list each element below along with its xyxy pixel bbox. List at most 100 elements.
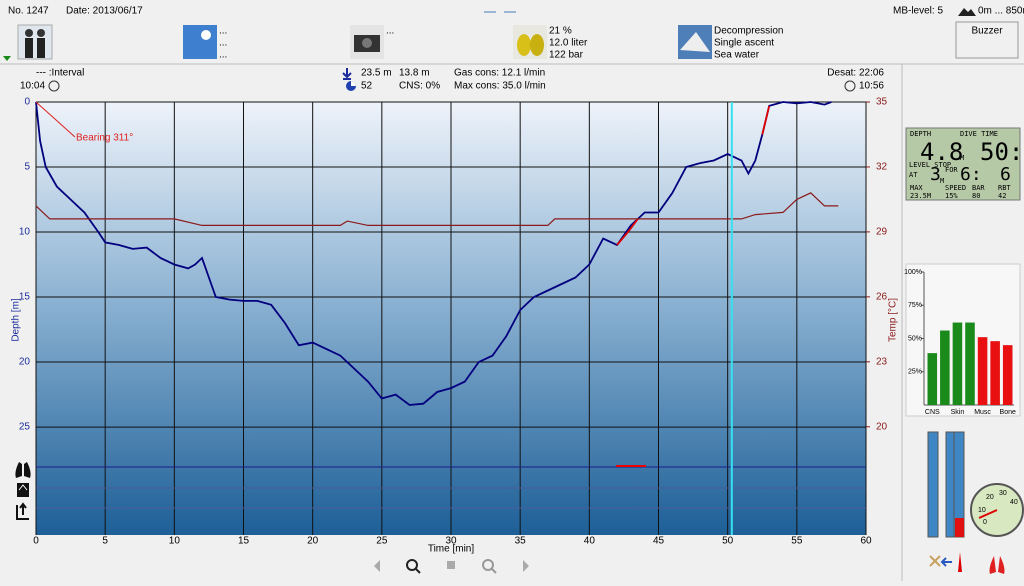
x-tick-label: 30 xyxy=(445,536,457,547)
lcd-label: FOR xyxy=(945,166,958,174)
gas-volume: 12.0 liter xyxy=(549,38,588,49)
gauges: 0 10 20 30 40 xyxy=(927,431,1024,574)
annotation: Bearing 311° xyxy=(76,133,133,144)
y-axis-title: Depth [m] xyxy=(11,298,22,342)
x-tick-label: 50 xyxy=(722,536,734,547)
lcd-bar: 80 xyxy=(972,192,980,200)
y-tick-label: 5 xyxy=(24,162,30,173)
weather-2: ... xyxy=(219,38,227,49)
bar xyxy=(965,322,975,405)
lcd-label: BAR xyxy=(972,184,985,192)
lcd-stop-depth: 3 xyxy=(930,164,941,185)
lcd-label: DEPTH xyxy=(910,130,931,138)
lcd-label: LEVEL STOP xyxy=(909,161,951,169)
mb-level: MB-level: 5 xyxy=(893,6,943,17)
lcd-unit: M xyxy=(960,154,964,162)
lcd-label: RBT xyxy=(998,184,1011,192)
y-tick-label: 100% xyxy=(904,269,922,276)
lcd-label: AT xyxy=(909,171,918,179)
data-line xyxy=(761,105,771,135)
y2-axis-title: Temp [°C] xyxy=(888,298,899,342)
gauge-label: 40 xyxy=(1010,499,1018,506)
lcd-depth: 4.8 xyxy=(920,138,963,166)
divers-icon[interactable] xyxy=(17,24,53,60)
lcd-max: 23.5M xyxy=(910,192,931,200)
dive-number: No. 1247 xyxy=(8,6,49,17)
x-axis-title: Time [min] xyxy=(428,544,475,555)
buzzer-button[interactable] xyxy=(955,21,1019,59)
max-depth: 23.5 m xyxy=(361,68,392,79)
bar xyxy=(977,337,988,405)
lcd-stop-time: 6: xyxy=(960,164,982,185)
weather-1: ... xyxy=(219,26,227,37)
y-tick-label: 25% xyxy=(908,369,922,376)
bar xyxy=(1002,345,1013,405)
x-tick-label: Skin xyxy=(951,409,965,416)
bar xyxy=(940,330,950,405)
gauge-label: 30 xyxy=(999,490,1007,497)
annotation-line xyxy=(35,101,76,138)
lcd-rbt: 42 xyxy=(998,192,1006,200)
lcd-label: DIVE TIME xyxy=(960,130,998,138)
entry-time: 10:04 xyxy=(20,81,45,92)
dive-date: Date: 2013/06/17 xyxy=(66,6,143,17)
x-tick-label: 40 xyxy=(584,536,596,547)
zoom-in[interactable] xyxy=(406,559,418,571)
desat: Desat: 22:06 xyxy=(827,68,884,79)
cns: CNS: 0% xyxy=(399,81,440,92)
stop-button[interactable] xyxy=(447,561,455,569)
gauge-label: 0 xyxy=(983,519,987,526)
x-tick-label: 5 xyxy=(102,536,108,547)
y2-tick-label: 23 xyxy=(876,356,888,367)
x-tick-label: 10 xyxy=(169,536,181,547)
x-tick-label: 55 xyxy=(791,536,803,547)
prev-button[interactable] xyxy=(374,560,380,572)
data-line xyxy=(35,192,839,226)
tissue-panel xyxy=(905,263,1021,417)
gauge-label: 10 xyxy=(978,507,986,514)
navigation xyxy=(374,559,529,574)
data-line xyxy=(35,101,832,406)
zoom-out[interactable] xyxy=(482,559,494,571)
lcd-unit: M xyxy=(940,177,944,185)
y-tick-label: 75% xyxy=(908,302,922,309)
weather-3: ... xyxy=(219,50,227,61)
y-tick-label: 20 xyxy=(19,357,31,368)
tissue-chart: 25% 50% 75% 100% CNS Skin Musc Bone xyxy=(904,269,1016,416)
altitude: 0m ... 850m xyxy=(978,6,1024,17)
lcd-label: MAX xyxy=(910,184,923,192)
data-line xyxy=(616,218,639,246)
y2-tick-label: 26 xyxy=(876,291,888,302)
lcd-speed: 15% xyxy=(945,192,958,200)
x-tick-label: 35 xyxy=(515,536,527,547)
x-tick-label: Musc xyxy=(974,409,991,416)
gas-o2: 21 % xyxy=(549,26,572,37)
x-tick-label: 60 xyxy=(860,536,872,547)
y-tick-label: 10 xyxy=(19,227,31,238)
next-button[interactable] xyxy=(523,560,529,572)
y2-tick-label: 35 xyxy=(876,97,888,108)
weather-icon[interactable] xyxy=(183,25,217,59)
dive-computer: DEPTH DIVE TIME 4.8 M 50: LEVEL STOP AT … xyxy=(905,127,1023,201)
gas-pressure: 122 bar xyxy=(549,50,584,61)
y-tick-label: 0 xyxy=(24,97,30,108)
y-tick-label: 50% xyxy=(908,335,922,342)
ascent-mode: Single ascent xyxy=(714,38,774,49)
water-type: Sea water xyxy=(714,50,760,61)
mountain-icon xyxy=(958,8,976,16)
dropdown-arrow[interactable] xyxy=(3,56,11,61)
x-tick-label: 15 xyxy=(238,536,250,547)
y2-tick-label: 20 xyxy=(876,421,888,432)
y-tick-label: 15 xyxy=(19,292,31,303)
plot: 0 5 10 15 20 25 30 35 40 45 50 55 60 0 5 10 15 20 25 20 23 26… xyxy=(19,97,888,547)
bar xyxy=(990,341,1000,405)
info-row: --- :Interval 10:04 23.5 m 52 13.8 m CNS… xyxy=(20,68,884,92)
exit-time: 10:56 xyxy=(859,81,884,92)
y-tick-label: 25 xyxy=(19,422,31,433)
x-tick-label: Bone xyxy=(1000,409,1016,416)
x-tick-label: CNS xyxy=(925,409,940,416)
y2-tick-label: 32 xyxy=(876,162,888,173)
avg-depth: 13.8 m xyxy=(399,68,430,79)
x-tick-label: 25 xyxy=(376,536,388,547)
